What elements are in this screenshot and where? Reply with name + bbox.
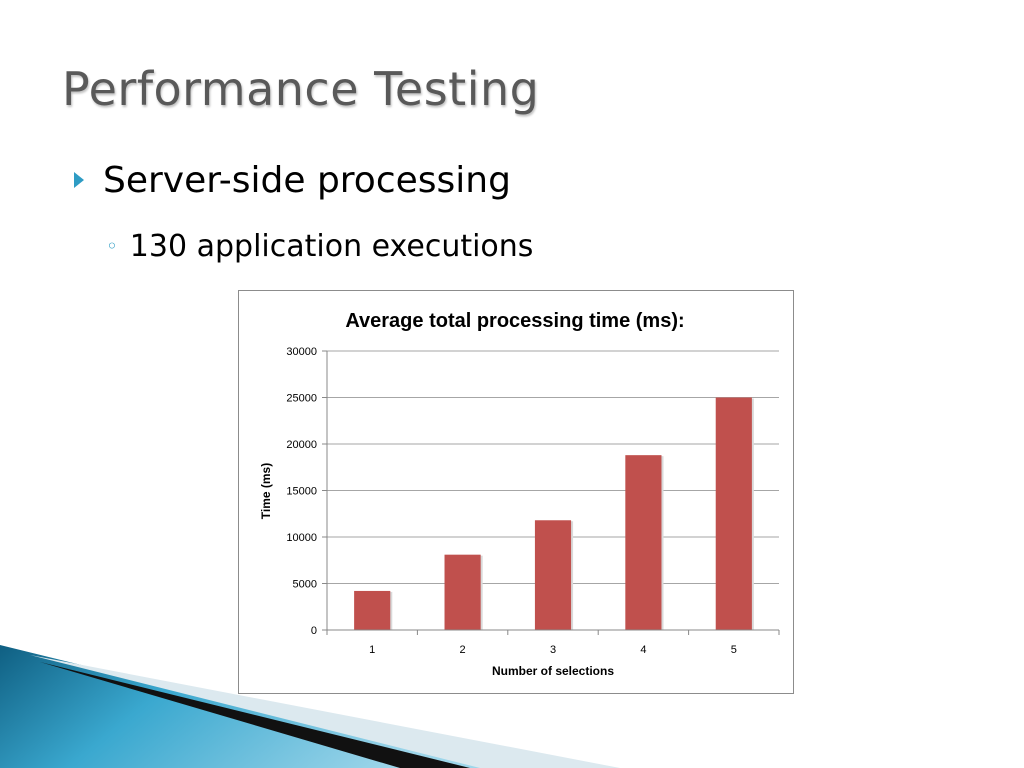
- bar: [354, 590, 391, 630]
- slide-title: Performance Testing: [62, 62, 540, 116]
- bullet-level-2: ◦ 130 application executions: [106, 226, 533, 266]
- bar: [444, 554, 481, 630]
- x-tick-label: 3: [550, 644, 556, 656]
- bullet-level-1-text: Server-side processing: [103, 159, 511, 201]
- bar: [715, 397, 752, 630]
- circle-bullet-icon: ◦: [106, 234, 118, 258]
- chart-title: Average total processing time (ms):: [345, 310, 684, 332]
- x-axis-label: Number of selections: [492, 664, 614, 678]
- y-axis-label: Time (ms): [259, 463, 273, 519]
- triangle-bullet-icon: [74, 172, 84, 188]
- chart-canvas: Average total processing time (ms): 0 500…: [259, 310, 780, 678]
- y-tick-label: 10000: [286, 532, 317, 544]
- y-tick-label: 20000: [286, 439, 317, 451]
- bar: [534, 520, 572, 630]
- x-tick-label: 5: [731, 644, 737, 656]
- y-tick-label: 0: [311, 625, 317, 637]
- bullet-level-1: Server-side processing: [74, 156, 511, 204]
- y-tick-label: 15000: [286, 486, 317, 498]
- bar: [625, 455, 662, 630]
- x-tick-label: 2: [460, 644, 466, 656]
- bars: [354, 397, 754, 630]
- y-tick-label: 30000: [286, 346, 317, 358]
- y-tick-label: 25000: [286, 393, 317, 405]
- x-tick-label: 1: [369, 644, 375, 656]
- bullet-level-2-text: 130 application executions: [129, 228, 534, 264]
- bar-chart: Average total processing time (ms): 0 500…: [238, 290, 794, 694]
- axes: 0 5000 10000 15000 20000 25000 30000 1 2 3 4 5: [286, 346, 780, 656]
- y-tick-label: 5000: [293, 579, 317, 591]
- x-tick-label: 4: [640, 644, 646, 656]
